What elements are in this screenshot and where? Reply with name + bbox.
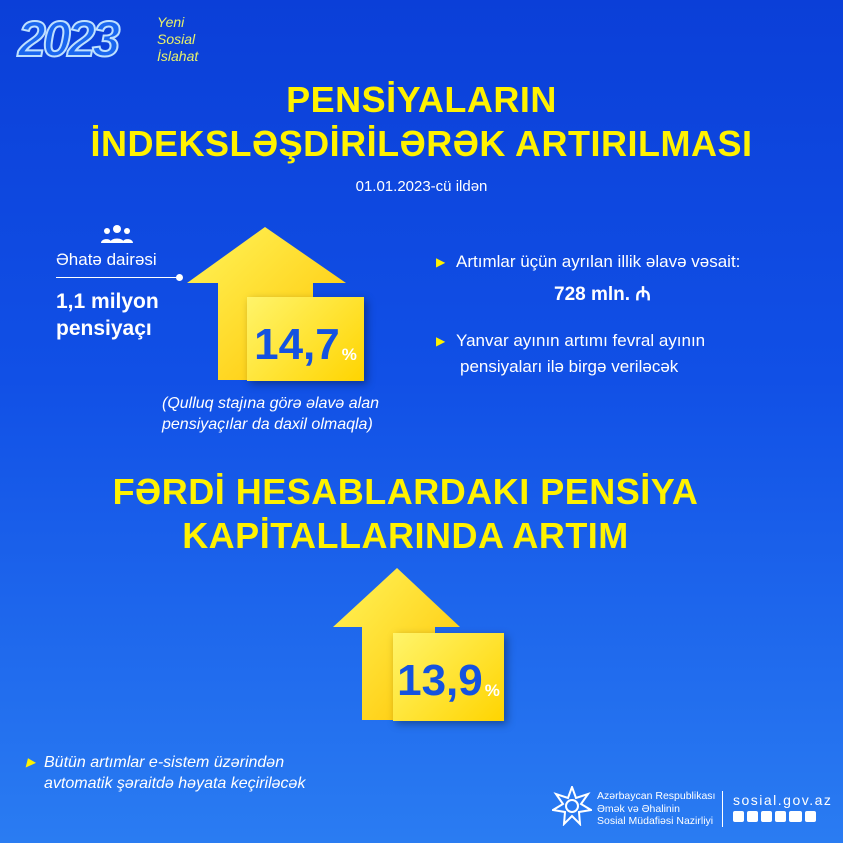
twitter-icon[interactable] (775, 811, 786, 822)
ministry-line: Sosial Müdafiəsi Nazirliyi (597, 815, 714, 827)
increase-value: 13,9 (397, 656, 483, 705)
divider (56, 277, 180, 278)
percent-sign: % (341, 345, 357, 364)
note-line: pensiyaçılar da daxil olmaqla) (162, 416, 373, 433)
bullet-text: Yanvar ayının artımı fevral ayının (456, 331, 706, 350)
note-line: avtomatik şəraitdə həyata keçiriləcək (44, 775, 306, 792)
date-subtitle: 01.01.2023-cü ildən (355, 178, 488, 195)
logo-text: Yeni Sosial İslahat (157, 14, 198, 65)
coverage-line: pensiyaçı (56, 317, 152, 340)
title-line: İNDEKSLƏŞDİRİLƏRƏK ARTIRILMASI (90, 123, 753, 164)
coverage-label: Əhatə dairəsi (56, 250, 157, 269)
people-icon (100, 224, 134, 249)
logo-line: Sosial (157, 31, 196, 47)
bullet-triangle-icon: ▶ (436, 334, 446, 348)
youtube-icon[interactable] (789, 811, 802, 822)
footer-divider (722, 791, 723, 827)
bullet-2: ▶ Yanvar ayının artımı fevral ayının pens… (436, 328, 705, 379)
social-icons (733, 811, 816, 822)
telegram-icon[interactable] (761, 811, 772, 822)
logo-year: 2023 (17, 11, 121, 67)
increase-badge-1: 14,7% (247, 297, 364, 381)
ministry-line: Azərbaycan Respublikası (597, 790, 716, 802)
instagram-icon[interactable] (747, 811, 758, 822)
note-line: Bütün artımlar e-sistem üzərindən (44, 754, 285, 771)
increase-badge-2: 13,9% (393, 633, 504, 721)
section2-note: ▶ Bütün artımlar e-sistem üzərindən avtom… (26, 752, 305, 794)
title-line: FƏRDİ HESABLARDAKI PENSİYA (112, 471, 699, 512)
logo-line: İslahat (157, 48, 199, 64)
amount-value: 728 mln. ₼ (554, 284, 651, 305)
bullet-triangle-icon: ▶ (26, 755, 36, 769)
increase-value: 14,7 (254, 320, 340, 369)
title-line: PENSİYALARIN (286, 79, 557, 120)
bullet-text: Artımlar üçün ayrılan illik əlavə vəsait… (456, 252, 741, 271)
logo-line: Yeni (157, 14, 185, 30)
facebook-icon[interactable] (733, 811, 744, 822)
coverage-line: 1,1 milyon (56, 290, 159, 313)
note-line: (Qulluq stajına görə əlavə alan (162, 395, 380, 412)
bullet-triangle-icon: ▶ (436, 255, 446, 269)
ministry-line: Əmək və Əhalinin (597, 802, 680, 815)
ministry-emblem-icon (550, 784, 594, 831)
section1-note: (Qulluq stajına görə əlavə alan pensiyaç… (162, 393, 379, 435)
title-line: KAPİTALLARINDA ARTIM (182, 515, 629, 556)
bullet-1: ▶ Artımlar üçün ayrılan illik əlavə vəsai… (436, 249, 740, 307)
ministry-name: Azərbaycan Respublikası Əmək və Əhalinin… (597, 790, 715, 828)
section1-title: PENSİYALARIN İNDEKSLƏŞDİRİLƏRƏK ARTIRILM… (0, 78, 843, 166)
percent-sign: % (484, 681, 500, 700)
website-link[interactable]: sosial.gov.az (733, 792, 833, 808)
coverage-value: 1,1 milyon pensiyaçı (56, 288, 159, 342)
bullet-text: pensiyaları ilə birgə veriləcək (460, 357, 679, 376)
dot (176, 274, 183, 281)
section2-title: FƏRDİ HESABLARDAKI PENSİYA KAPİTALLARIND… (0, 470, 827, 558)
linkedin-icon[interactable] (805, 811, 816, 822)
